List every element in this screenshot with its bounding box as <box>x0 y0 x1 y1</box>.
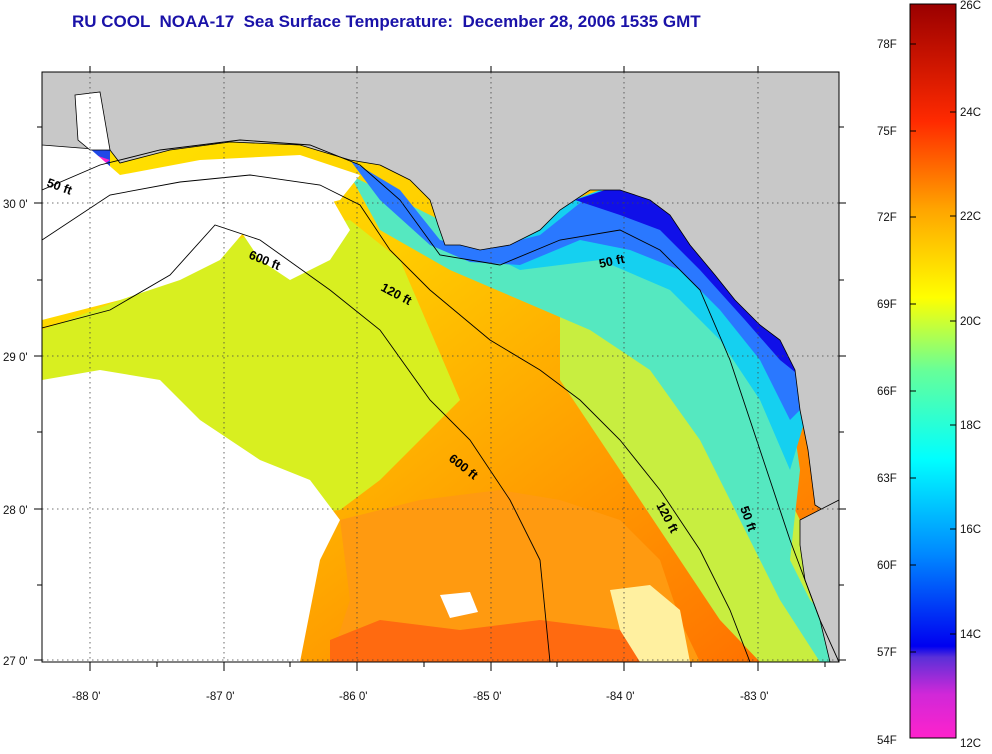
cb-c-14: 14C <box>960 629 981 641</box>
cb-c-18: 18C <box>960 420 981 432</box>
cb-f-69: 69F <box>877 299 897 311</box>
cb-c-22: 22C <box>960 211 981 223</box>
cb-f-54: 54F <box>877 735 897 747</box>
colorbar-ticks <box>910 43 956 653</box>
cloud-central <box>240 190 350 280</box>
lat-label-29: 29 0' <box>3 352 28 364</box>
cb-c-20: 20C <box>960 316 981 328</box>
lon-label-84: -84 0' <box>606 691 634 703</box>
colorbar <box>909 3 957 739</box>
isobath-600ft <box>42 224 551 662</box>
mobile-bay <box>74 91 111 151</box>
cloud-patch <box>440 592 478 618</box>
lon-label-83: -83 0' <box>740 691 768 703</box>
lon-label-86: -86 0' <box>339 691 367 703</box>
lat-label-28: 28 0' <box>3 505 28 517</box>
cb-c-16: 16C <box>960 524 981 536</box>
lon-label-87: -87 0' <box>206 691 234 703</box>
lat-label-27: 27 0' <box>3 656 28 668</box>
sst-red-south <box>330 620 680 662</box>
lon-label-85: -85 0' <box>473 691 501 703</box>
contour-label-50ft-bigbend: 50 ft <box>598 252 627 271</box>
cb-f-63: 63F <box>877 473 897 485</box>
cb-c-12: 12C <box>960 738 981 750</box>
map-frame <box>41 71 840 663</box>
land-florida-panhandle <box>42 72 839 521</box>
cb-f-72: 72F <box>877 212 897 224</box>
cb-c-24: 24C <box>960 107 981 119</box>
map-area <box>42 72 839 662</box>
isobath-120ft <box>42 174 751 662</box>
map-title: RU COOL NOAA-17 Sea Surface Temperature:… <box>72 12 701 31</box>
sst-orange-south <box>330 490 700 662</box>
cb-f-78: 78F <box>877 39 897 51</box>
sst-pale-patch <box>610 585 690 662</box>
cb-f-75: 75F <box>877 126 897 138</box>
sst-coldest-nearshore <box>575 185 805 380</box>
cb-f-57: 57F <box>877 647 897 659</box>
graticule <box>42 72 839 662</box>
lon-label-88: -88 0' <box>72 691 100 703</box>
sst-cool-shelf <box>350 175 839 662</box>
cloud-nw <box>42 72 360 320</box>
lat-label-30: 30 0' <box>3 199 28 211</box>
cb-f-66: 66F <box>877 386 897 398</box>
axis-ticks <box>34 66 846 671</box>
cloud-sw <box>42 370 340 662</box>
isobath-50ft <box>42 139 839 662</box>
land-florida-peninsula <box>799 499 839 662</box>
cb-f-60: 60F <box>877 560 897 572</box>
cb-c-26: 26C <box>960 0 981 12</box>
